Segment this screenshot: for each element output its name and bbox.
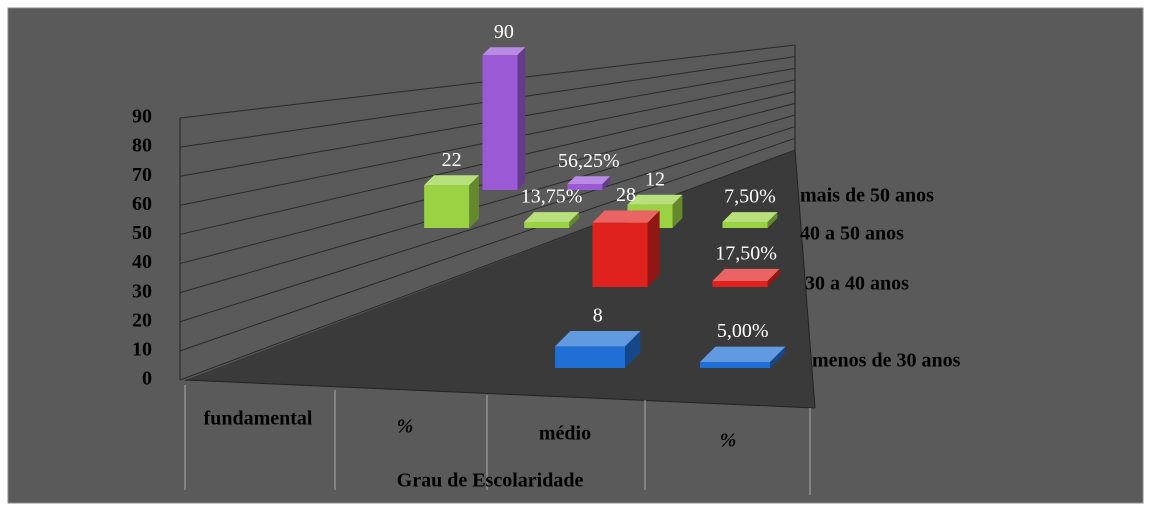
bar (555, 331, 641, 368)
bar-side (517, 47, 526, 190)
bar (700, 346, 786, 368)
bar-top (567, 176, 611, 184)
bar-top (592, 210, 660, 223)
y-tick-label: 90 (132, 106, 152, 128)
bar-side (767, 212, 778, 228)
bar (592, 210, 660, 287)
bar-side (767, 268, 780, 287)
bar-side (569, 212, 580, 228)
y-tick-label: 0 (142, 368, 152, 390)
bar-side (647, 210, 660, 287)
x-axis (184, 379, 816, 409)
depth-label: menos de 30 anos (812, 350, 961, 372)
bar-top (712, 268, 780, 281)
x-axis-title: Grau de Escolaridade (397, 470, 584, 492)
bar-side (672, 194, 683, 228)
bar-side (625, 331, 641, 368)
value-label: 5,00% (717, 320, 769, 342)
bar-front (700, 362, 770, 368)
bar-side (770, 346, 786, 368)
bar-front (567, 184, 603, 190)
bar (712, 268, 780, 287)
bar-side (469, 175, 480, 228)
value-label: 22 (442, 149, 462, 171)
x-tick-label: % (397, 416, 414, 438)
value-label: 56,25% (558, 150, 620, 172)
value-label: 13,75% (521, 186, 583, 208)
y-tick-label: 20 (132, 309, 152, 331)
value-label: 90 (494, 21, 514, 43)
bar-top (555, 331, 641, 347)
bar (424, 175, 480, 228)
bar-side (602, 176, 611, 190)
bar-front (592, 222, 648, 287)
depth-label: 40 a 50 anos (800, 223, 904, 245)
value-label: 12 (645, 168, 665, 190)
y-tick-label: 30 (132, 280, 152, 302)
bar (567, 176, 611, 190)
value-label: 8 (593, 305, 603, 327)
bar-front (482, 55, 518, 190)
bar (482, 47, 526, 190)
bar-top (722, 212, 778, 222)
bar (722, 212, 778, 228)
grid-line (179, 137, 796, 352)
y-tick-label: 50 (132, 222, 152, 244)
grid-line (179, 126, 796, 323)
bar-front (722, 222, 768, 228)
depth-axis (794, 149, 816, 409)
bar-front (555, 346, 625, 368)
bar-top (424, 175, 480, 186)
bar-top (700, 346, 786, 362)
bar-front (712, 281, 768, 287)
y-tick-label: 40 (132, 251, 152, 273)
grid-line (179, 149, 796, 381)
depth-label: 30 a 40 anos (805, 273, 909, 295)
y-tick-label: 70 (132, 164, 152, 186)
value-label: 17,50% (715, 242, 777, 264)
x-tick-label: fundamental (204, 408, 313, 430)
bar (524, 212, 580, 228)
grid-line (179, 114, 796, 294)
value-label: 28 (616, 184, 636, 206)
x-tick-label: médio (539, 423, 591, 445)
value-label: 7,50% (724, 186, 776, 208)
x-tick-label: % (720, 430, 737, 452)
y-tick-label: 80 (132, 135, 152, 157)
y-tick-label: 10 (132, 338, 152, 360)
bar-front (424, 185, 470, 228)
bar-front (524, 222, 570, 228)
y-tick-label: 60 (132, 193, 152, 215)
bar-top (524, 212, 580, 222)
bar-top (627, 194, 683, 205)
depth-label: mais de 50 anos (800, 185, 934, 207)
bar-top (482, 47, 526, 55)
category-dividers (184, 385, 811, 495)
